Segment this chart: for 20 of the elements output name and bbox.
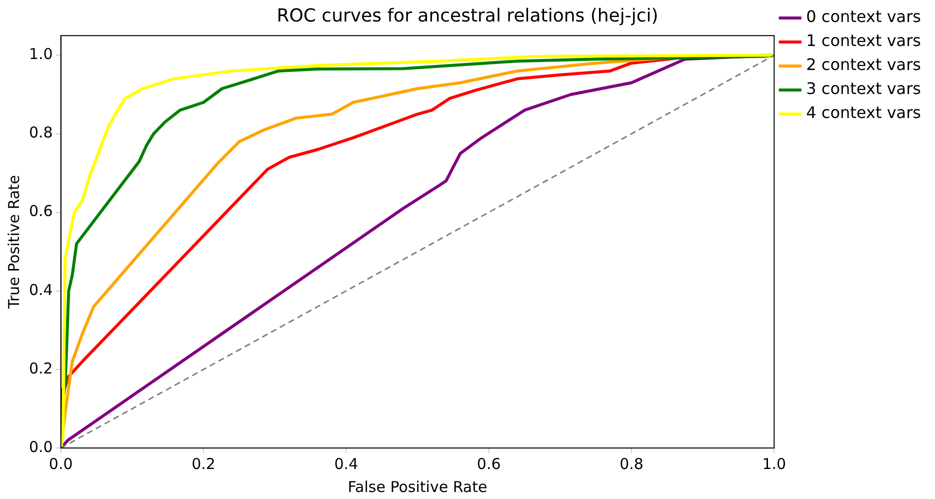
x-tick-label: 0.2	[192, 454, 216, 473]
y-axis-title: True Positive Rate	[4, 174, 23, 310]
y-tick-label: 1.0	[28, 45, 53, 64]
legend-label: 1 context vars	[806, 31, 921, 50]
y-tick-label: 0.4	[28, 280, 53, 299]
x-tick-label: 0.8	[620, 454, 644, 473]
legend-label: 2 context vars	[806, 55, 921, 74]
y-tick-label: 0.2	[28, 359, 53, 378]
x-axis-title: False Positive Rate	[348, 478, 488, 496]
y-tick-label: 0.6	[28, 202, 53, 220]
chart-title: ROC curves for ancestral relations (hej-jci)	[276, 5, 658, 26]
legend-label: 0 context vars	[806, 7, 921, 26]
legend-label: 4 context vars	[806, 103, 921, 122]
legend-label: 3 context vars	[806, 79, 921, 98]
x-tick-label: 0.0	[48, 454, 73, 473]
x-tick-label: 0.6	[476, 454, 501, 473]
y-tick-label: 0.8	[28, 124, 53, 142]
y-tick-label: 0.0	[28, 438, 53, 456]
x-tick-label: 1.0	[762, 454, 786, 473]
x-tick-label: 0.4	[334, 454, 358, 473]
